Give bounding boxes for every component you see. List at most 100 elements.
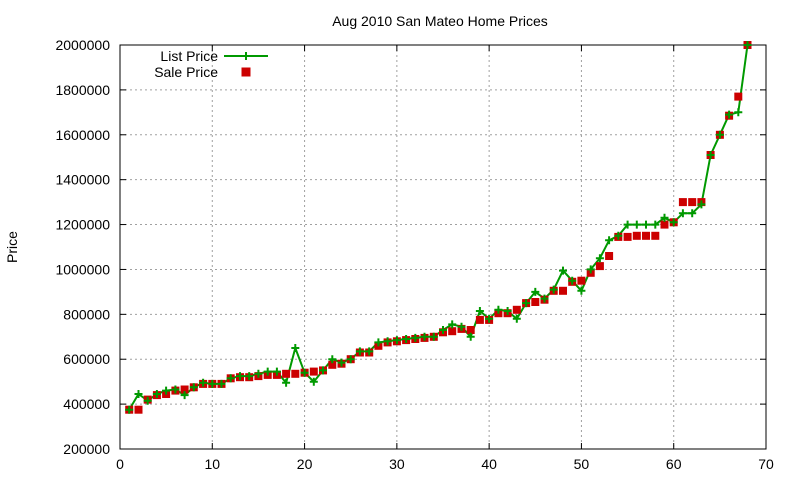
list-price-point (189, 383, 198, 392)
list-price-point (494, 305, 503, 314)
list-price-point (143, 396, 152, 405)
list-price-point (651, 220, 660, 229)
list-price-point (319, 366, 327, 375)
list-price-point (725, 110, 734, 119)
list-price-point (411, 333, 420, 342)
list-price-point (623, 220, 632, 229)
list-price-point (300, 368, 309, 377)
x-tick-label: 40 (481, 456, 497, 472)
list-price-point (605, 236, 614, 245)
list-price-point (383, 337, 392, 346)
sale-price-point (595, 262, 604, 271)
list-price-point (254, 369, 263, 378)
list-price-point (743, 41, 752, 49)
list-price-point (402, 335, 411, 343)
list-price-point (642, 220, 650, 229)
list-price-point (355, 347, 364, 356)
list-price-point (226, 374, 235, 383)
list-price-point (586, 265, 595, 274)
list-price-point (429, 332, 438, 341)
list-price-point (660, 213, 669, 222)
x-tick-label: 60 (666, 456, 682, 472)
legend-label-sale-price: Sale Price (154, 64, 218, 80)
y-tick-label: 1200000 (55, 217, 110, 233)
sale-price-point (531, 298, 540, 306)
sale-price-point (282, 369, 291, 378)
y-tick-label: 1600000 (55, 127, 110, 143)
list-price-point (531, 287, 540, 296)
list-price-point (522, 299, 531, 308)
list-price-point (291, 344, 300, 352)
list-price-point (448, 320, 457, 329)
list-price-point (171, 385, 180, 394)
list-price-point (245, 372, 254, 381)
sale-price-point (660, 220, 669, 229)
list-price-point (337, 358, 346, 367)
list-price-point (457, 322, 466, 331)
list-price-point (328, 355, 337, 364)
list-price-point (632, 220, 641, 229)
list-price-point (503, 307, 512, 315)
list-price-point (706, 151, 715, 159)
sale-price-point (291, 369, 300, 378)
x-tick-label: 70 (758, 456, 774, 472)
list-price-point (134, 390, 143, 398)
list-price-point (485, 314, 494, 323)
list-price-point (365, 347, 374, 356)
legend: List Price Sale Price (154, 48, 268, 80)
y-axis-label: Price (4, 231, 20, 263)
sale-price-point (448, 327, 457, 336)
list-price-point (282, 378, 291, 387)
sale-price-point (134, 405, 143, 414)
list-price-point (374, 338, 383, 347)
list-price-point (540, 294, 549, 303)
list-price-point (236, 372, 244, 381)
y-tick-label: 800000 (63, 306, 110, 322)
y-tick-label: 1000000 (55, 261, 110, 277)
sale-price-point (328, 360, 337, 369)
x-tick-label: 30 (389, 456, 405, 472)
list-price-point (595, 254, 604, 263)
list-price-point (568, 276, 577, 285)
sale-price-point (632, 231, 641, 240)
list-price-point (420, 332, 429, 341)
list-price-point (180, 391, 189, 400)
sale-price-point (623, 232, 632, 241)
chart-title: Aug 2010 San Mateo Home Prices (332, 13, 548, 29)
list-price-point (512, 314, 521, 323)
sale-price-point (475, 315, 484, 324)
x-tick-label: 50 (574, 456, 590, 472)
y-tick-label: 400000 (63, 396, 110, 412)
list-price-point (346, 355, 355, 364)
legend-marker-list-price (242, 52, 250, 60)
sale-price-point (734, 92, 743, 101)
sale-price-point (651, 231, 660, 240)
sale-price-point (466, 326, 475, 334)
axis-ticks: 0 10 20 30 40 50 60 70 200000 400000 600000 800000 1… (55, 37, 774, 472)
list-price-point (549, 285, 558, 294)
list-price-point (162, 386, 171, 395)
y-tick-label: 1400000 (55, 172, 110, 188)
list-price-point (439, 326, 447, 334)
sale-price-point (512, 305, 521, 314)
sale-price-point (577, 276, 586, 285)
list-price-point (263, 367, 272, 376)
list-price-point (466, 332, 475, 341)
grid-lines (120, 45, 766, 449)
list-price-point (669, 218, 678, 227)
x-tick-label: 10 (204, 456, 220, 472)
list-price-point (577, 286, 586, 295)
list-price-point (152, 390, 161, 398)
y-tick-label: 1800000 (55, 82, 110, 98)
series-layer (125, 41, 752, 414)
sale-price-point (559, 286, 567, 295)
list-price-point (272, 367, 281, 376)
list-price-point (678, 209, 687, 218)
sale-price-point (605, 252, 614, 260)
legend-marker-sale-price (241, 67, 251, 77)
list-price-point (697, 200, 706, 209)
list-price-point (559, 266, 567, 275)
list-price-point (199, 378, 208, 387)
list-price-point (309, 377, 318, 386)
